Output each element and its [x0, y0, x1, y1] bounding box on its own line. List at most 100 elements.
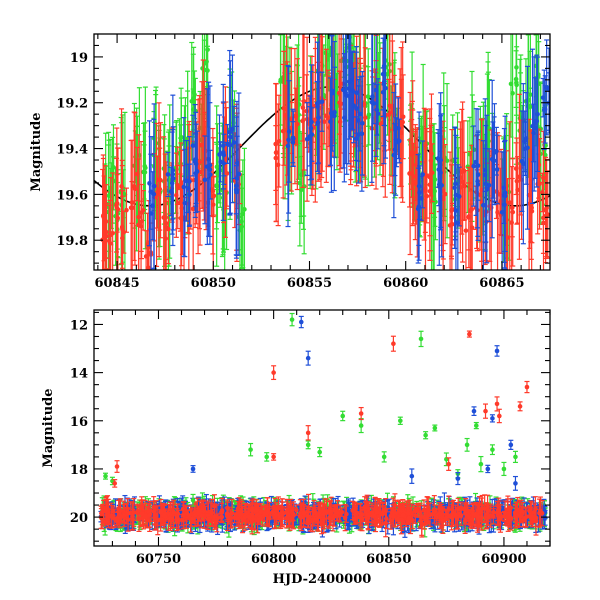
- baseline-point-1-516: [237, 505, 243, 523]
- baseline-point-1-478: [257, 508, 263, 525]
- baseline-point-2-486: [346, 508, 352, 529]
- baseline-point-1-491: [395, 514, 401, 524]
- baseline-point-1-374: [432, 504, 438, 520]
- outlier-point-2-8: [494, 345, 500, 357]
- data-point-2-3-5: [190, 114, 196, 177]
- baseline-point-1-461: [362, 496, 368, 519]
- outlier-point-2-7: [489, 414, 495, 423]
- baseline-point-1-324: [390, 507, 396, 526]
- baseline-point-1-488: [158, 504, 164, 519]
- outlier-point-1-5: [390, 335, 396, 352]
- outlier-point-2-5: [471, 406, 477, 417]
- baseline-point-1-450: [339, 507, 345, 517]
- baseline-point-1-261: [275, 496, 281, 521]
- baseline-point-1-492: [212, 503, 218, 530]
- baseline-point-1-277: [130, 502, 136, 531]
- baseline-point-1-410: [455, 497, 461, 521]
- data-point-2-3-4: [193, 111, 199, 207]
- bottom-panel-frame: [93, 309, 551, 547]
- baseline-point-1-470: [147, 503, 153, 518]
- baseline-point-1-428: [246, 505, 252, 529]
- data-point-1-33-5: [412, 131, 418, 222]
- outlier-point-0-13: [423, 431, 429, 440]
- data-point-1-35-4: [427, 131, 433, 252]
- outlier-point-1-8: [483, 403, 489, 419]
- x-tick-label: 60865: [479, 276, 524, 291]
- baseline-point-1-515: [219, 510, 225, 524]
- data-point-2-15-4: [374, 83, 380, 136]
- baseline-point-1-496: [250, 498, 256, 523]
- y-tick-label: 19.8: [56, 234, 88, 249]
- data-point-0-37-2: [444, 83, 450, 239]
- data-point-2-11-5: [329, 35, 335, 147]
- baseline-point-1-474: [199, 509, 205, 522]
- data-point-1-20-5: [301, 34, 307, 171]
- data-point-1-8-2: [165, 193, 171, 265]
- data-point-2-4-2: [202, 135, 208, 225]
- data-point-2-0-4: [148, 153, 154, 230]
- baseline-point-1-500: [418, 504, 424, 529]
- baseline-point-1-480: [485, 494, 491, 520]
- baseline-point-1-455: [317, 503, 323, 514]
- y-tick-label: 19.4: [56, 143, 88, 158]
- outlier-point-0-12: [418, 330, 424, 348]
- baseline-point-1-486: [272, 497, 278, 520]
- outlier-point-2-3: [409, 468, 415, 484]
- baseline-point-1-472: [103, 497, 109, 523]
- x-tick-label: 60900: [481, 552, 526, 567]
- baseline-point-1-415: [440, 508, 446, 534]
- baseline-point-1-517: [424, 507, 430, 525]
- y-tick-label: 19.2: [56, 97, 88, 112]
- outlier-point-1-10: [496, 408, 502, 424]
- baseline-point-1-441: [238, 499, 244, 524]
- outlier-point-2-0: [190, 465, 196, 473]
- top-panel-light-curve: 60845 60850 60855 60860 60865 19 19.2 19.4 19.6 1…: [29, 33, 551, 291]
- data-point-1-31-5: [398, 46, 404, 199]
- data-point-2-4-5: [207, 102, 213, 238]
- data-point-2-21-3: [473, 108, 479, 216]
- data-point-1-5-5: [140, 190, 146, 231]
- baseline-point-1-510: [327, 506, 333, 529]
- baseline-point-1-519: [125, 498, 131, 520]
- outlier-point-2-1: [298, 315, 304, 329]
- data-point-1-9-4: [173, 152, 179, 238]
- data-point-1-38-5: [460, 101, 466, 263]
- baseline-point-1-506: [284, 501, 290, 523]
- data-point-2-8-5: [290, 110, 296, 167]
- outlier-point-0-14: [432, 424, 438, 432]
- baseline-point-1-157: [502, 500, 508, 526]
- bottom-y-axis-label: Magnitude: [41, 388, 56, 467]
- baseline-point-1-514: [151, 501, 157, 522]
- outlier-point-0-5: [289, 312, 295, 327]
- outlier-point-1-7: [466, 330, 472, 338]
- data-point-1-3-5: [121, 210, 127, 254]
- outlier-point-0-19: [478, 455, 484, 473]
- outlier-point-0-11: [397, 416, 403, 425]
- data-point-2-8-3: [286, 80, 292, 183]
- outlier-point-0-15: [443, 452, 449, 467]
- data-point-2-7-5: [233, 125, 239, 259]
- data-point-1-19-4: [294, 58, 300, 191]
- data-point-2-6-5: [227, 49, 233, 215]
- outlier-point-1-13: [271, 453, 277, 461]
- data-point-2-19-5: [438, 92, 444, 229]
- data-point-1-2-5: [115, 147, 121, 270]
- data-point-2-10-5: [315, 41, 321, 172]
- data-point-2-26-5: [530, 48, 536, 204]
- y-tick-label: 19: [70, 51, 88, 66]
- baseline-point-1-508: [312, 507, 318, 518]
- baseline-point-1-378: [162, 508, 168, 525]
- data-point-2-23-4: [494, 134, 500, 205]
- baseline-point-1-398: [536, 498, 542, 528]
- data-point-0-29-2: [366, 84, 372, 146]
- data-point-2-24-5: [499, 151, 505, 270]
- data-point-1-43-0: [507, 121, 513, 270]
- data-point-1-7-5: [154, 122, 160, 267]
- outlier-point-1-12: [524, 380, 530, 394]
- data-point-1-35-5: [429, 143, 435, 203]
- outlier-point-0-9: [358, 418, 364, 434]
- outlier-point-1-0: [114, 460, 120, 473]
- bottom-panel-ticks: 60750 60800 60850 60900 12 14 16 18 20: [70, 310, 551, 567]
- baseline-point-1-469: [479, 504, 485, 531]
- baseline-point-1-252: [135, 503, 141, 519]
